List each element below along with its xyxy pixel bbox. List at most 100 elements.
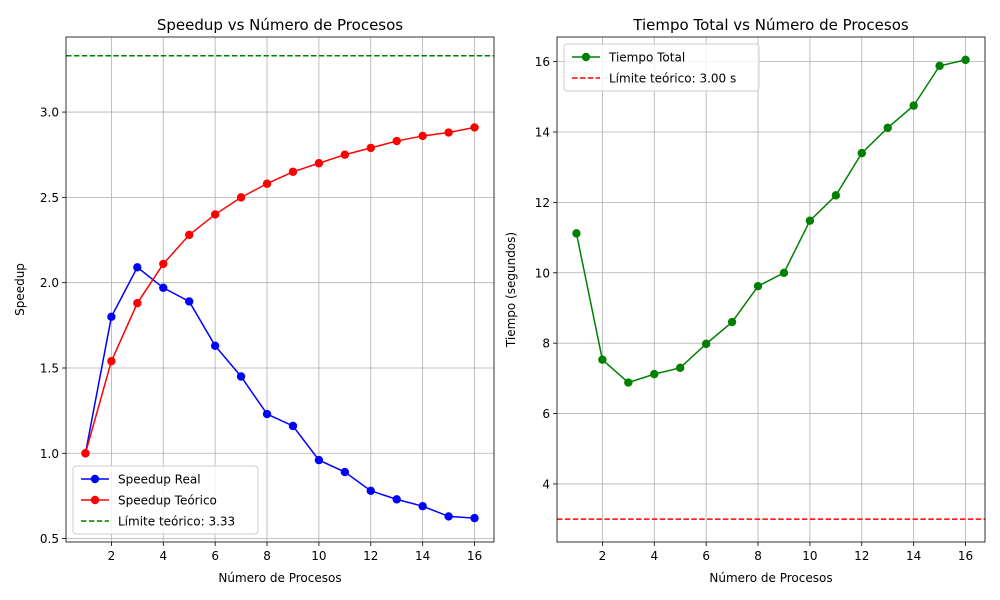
data-point (418, 501, 427, 511)
data-point (444, 512, 453, 521)
data-point (392, 136, 401, 146)
data-point (236, 372, 246, 381)
data-point (133, 263, 142, 272)
data-point (133, 298, 142, 308)
data-point (909, 101, 918, 110)
data-point (883, 123, 892, 132)
data-point (210, 341, 220, 351)
x-tick-label: 12 (854, 549, 869, 563)
data-point (572, 229, 581, 238)
data-point (805, 216, 815, 225)
chart-1: 2 4 6 8 10 12 14 16 0.5 1.0 1.5 2.0 2.5 3.0 Speedup vs… (13, 16, 495, 585)
legend-marker (90, 474, 100, 484)
data-point (470, 123, 479, 132)
data-point (650, 369, 659, 379)
x-tick-label: 2 (108, 549, 116, 563)
y-tick-label: 10 (535, 266, 550, 280)
axes-frame (556, 36, 986, 543)
y-tick-label: 0.5 (40, 532, 59, 546)
series-line-1 (575, 59, 966, 384)
legend-item: Speedup Teórico (81, 494, 217, 508)
y-tick-label: 8 (542, 337, 550, 351)
y-tick-label: 2.5 (40, 191, 59, 205)
y-tick-label: 1.5 (40, 361, 59, 375)
legend: Speedup Real Speedup Teórico Límite teóric… (72, 465, 259, 535)
data-point (81, 449, 90, 458)
x-axis-label: Número de Procesos (218, 571, 341, 585)
data-point (418, 131, 427, 141)
data-point (340, 150, 350, 159)
data-point (159, 259, 168, 269)
x-tick-label: 8 (263, 549, 271, 563)
data-point (831, 191, 841, 200)
legend-item: Speedup Real (81, 473, 201, 487)
x-tick-label: 16 (467, 549, 482, 563)
x-tick-label: 8 (754, 549, 762, 563)
x-tick-label: 14 (415, 549, 430, 563)
data-point (340, 467, 350, 477)
x-tick-label: 6 (211, 549, 219, 563)
x-tick-label: 4 (650, 549, 658, 563)
data-point (753, 281, 763, 291)
x-tick-label: 6 (702, 549, 710, 563)
data-point (961, 55, 970, 65)
data-point (857, 148, 866, 158)
y-tick-label: 14 (535, 126, 550, 140)
data-point (366, 486, 375, 496)
x-axis-label: Número de Procesos (709, 571, 832, 585)
y-tick-label: 16 (535, 55, 550, 69)
plot-area (66, 55, 494, 523)
data-point (107, 312, 116, 321)
x-tick-label: 10 (311, 549, 326, 563)
legend-label: Límite teórico: 3.00 s (609, 72, 736, 86)
data-point (185, 230, 194, 240)
data-point (159, 283, 168, 292)
x-tick-label: 14 (906, 549, 921, 563)
x-tick-label: 4 (159, 549, 167, 563)
legend-box (72, 465, 259, 535)
y-tick-label: 3.0 (40, 106, 59, 120)
data-point (444, 128, 453, 137)
legend-label: Speedup Real (118, 473, 201, 487)
x-tick-label: 2 (599, 549, 607, 563)
y-axis-label: Speedup (13, 263, 27, 316)
y-tick-label: 1.0 (40, 447, 59, 461)
series-line-2 (84, 126, 475, 454)
chart-title: Tiempo Total vs Número de Procesos (632, 16, 909, 34)
x-tick-label: 12 (363, 549, 378, 563)
series-line-1 (84, 266, 475, 519)
data-point (314, 159, 324, 168)
y-tick-label: 2.0 (40, 276, 59, 290)
legend-item: Límite teórico: 3.33 (81, 515, 235, 529)
legend-label: Límite teórico: 3.33 (118, 515, 235, 529)
data-point (470, 513, 479, 523)
legend-item: Tiempo Total (572, 51, 685, 65)
data-point (262, 409, 272, 419)
legend-label: Speedup Teórico (118, 494, 217, 508)
legend-box (563, 43, 760, 92)
legend-label: Tiempo Total (608, 51, 685, 65)
data-point (727, 317, 737, 327)
plot-area (557, 55, 985, 520)
legend-item: Límite teórico: 3.00 s (572, 72, 736, 86)
data-point (288, 421, 298, 431)
data-point (314, 455, 324, 465)
data-point (935, 61, 944, 71)
data-point (236, 193, 246, 202)
data-point (701, 339, 711, 349)
y-axis-label: Tiempo (segundos) (504, 232, 518, 348)
data-point (288, 167, 298, 176)
x-tick-label: 10 (802, 549, 817, 563)
y-tick-label: 12 (535, 196, 550, 210)
axes-frame (65, 36, 495, 543)
data-point (392, 495, 401, 504)
y-tick-label: 4 (542, 477, 550, 491)
data-point (107, 356, 116, 366)
data-point (598, 355, 607, 364)
data-point (624, 378, 633, 387)
chart-title: Speedup vs Número de Procesos (157, 16, 403, 34)
x-tick-label: 16 (958, 549, 973, 563)
data-point (366, 143, 375, 153)
legend-marker (90, 495, 100, 505)
